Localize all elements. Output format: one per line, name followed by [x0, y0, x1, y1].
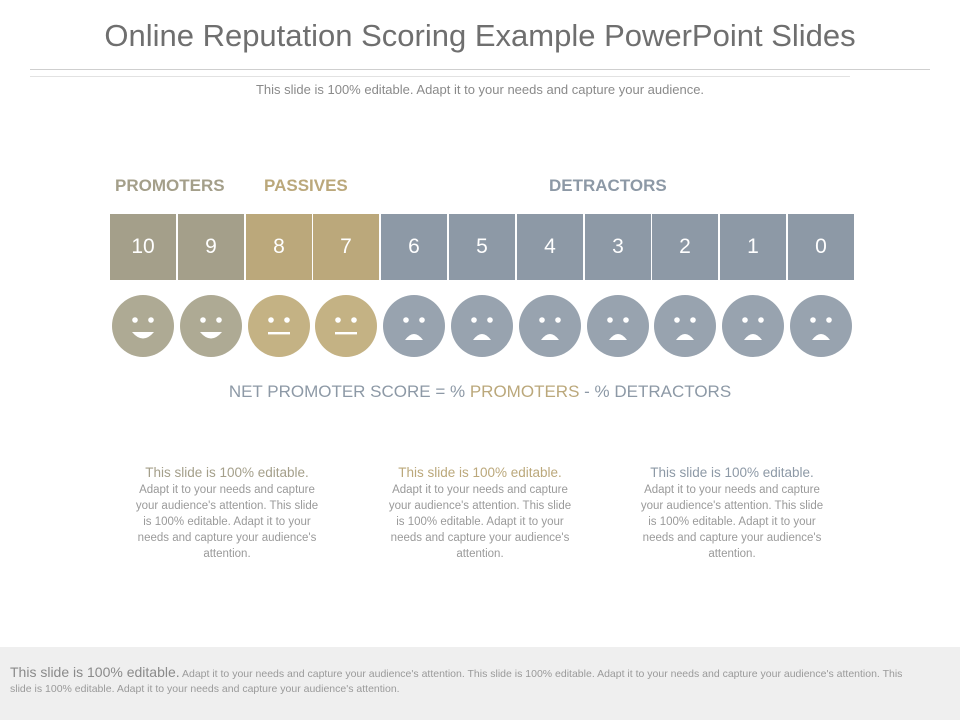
sad-face-icon	[587, 295, 649, 357]
score-cell: 9	[178, 214, 244, 280]
description-body: Adapt it to your needs and capture your …	[388, 484, 572, 560]
detractors-description: This slide is 100% editable. Adapt it to…	[637, 464, 827, 562]
score-scale: 10 9 8 7 6 5 4 3 2 1 0	[110, 214, 856, 280]
description-lead: This slide is 100% editable.	[650, 465, 814, 480]
footer-lead: This slide is 100% editable.	[10, 664, 180, 680]
score-cell: 7	[313, 214, 379, 280]
score-cell: 2	[652, 214, 718, 280]
title-divider-secondary	[30, 76, 850, 77]
score-cell: 0	[788, 214, 854, 280]
nps-promoters: PROMOTERS	[469, 382, 580, 401]
score-cell: 8	[246, 214, 312, 280]
score-cell: 1	[720, 214, 786, 280]
happy-face-icon	[112, 295, 174, 357]
sad-face-icon	[790, 295, 852, 357]
sad-face-icon	[654, 295, 716, 357]
score-cell: 3	[585, 214, 651, 280]
slide-title: Online Reputation Scoring Example PowerP…	[104, 18, 856, 53]
sad-face-icon	[383, 295, 445, 357]
score-cell: 4	[517, 214, 583, 280]
footer-body: Adapt it to your needs and capture your …	[10, 668, 903, 695]
sad-face-icon	[519, 295, 581, 357]
nps-prefix: NET PROMOTER SCORE = %	[228, 382, 470, 401]
happy-face-icon	[180, 295, 242, 357]
footer-band: This slide is 100% editable. Adapt it to…	[0, 647, 960, 720]
score-cell: 5	[449, 214, 515, 280]
neutral-face-icon	[315, 295, 377, 357]
promoters-description: This slide is 100% editable. Adapt it to…	[132, 464, 322, 562]
score-cell: 6	[381, 214, 447, 280]
neutral-face-icon	[248, 295, 310, 357]
score-cell: 10	[110, 214, 176, 280]
nps-detractors: DETRACTORS	[614, 382, 732, 401]
passives-label: PASSIVES	[264, 176, 348, 195]
net-promoter-score-formula: NET PROMOTER SCORE = % PROMOTERS - % DET…	[0, 382, 960, 402]
description-body: Adapt it to your needs and capture your …	[135, 484, 319, 560]
face-row	[110, 295, 856, 357]
title-divider	[30, 69, 930, 70]
description-lead: This slide is 100% editable.	[398, 465, 562, 480]
description-body: Adapt it to your needs and capture your …	[640, 484, 824, 560]
passives-description: This slide is 100% editable. Adapt it to…	[385, 464, 575, 562]
footer-text: This slide is 100% editable. Adapt it to…	[10, 665, 910, 697]
detractors-label: DETRACTORS	[549, 176, 667, 195]
nps-mid: - %	[579, 382, 615, 401]
sad-face-icon	[722, 295, 784, 357]
promoters-label: PROMOTERS	[115, 176, 225, 195]
sad-face-icon	[451, 295, 513, 357]
slide-subtitle: This slide is 100% editable. Adapt it to…	[255, 82, 705, 97]
description-lead: This slide is 100% editable.	[145, 465, 309, 480]
